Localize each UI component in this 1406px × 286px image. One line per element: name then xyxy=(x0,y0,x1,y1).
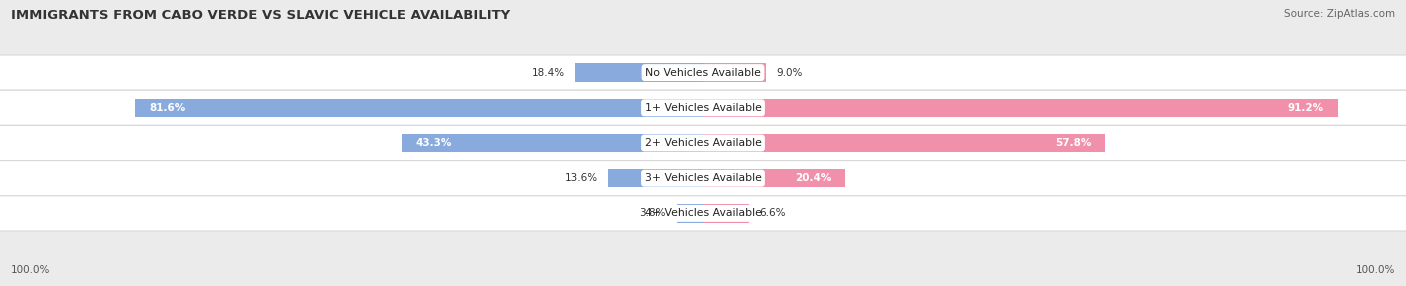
Text: 91.2%: 91.2% xyxy=(1288,103,1324,113)
Text: No Vehicles Available: No Vehicles Available xyxy=(645,67,761,78)
Bar xyxy=(575,63,703,82)
Text: 100.0%: 100.0% xyxy=(11,265,51,275)
Text: Source: ZipAtlas.com: Source: ZipAtlas.com xyxy=(1284,9,1395,19)
Bar xyxy=(703,134,1105,152)
Text: 3+ Vehicles Available: 3+ Vehicles Available xyxy=(644,173,762,183)
Bar xyxy=(703,99,1337,117)
Text: 20.4%: 20.4% xyxy=(794,173,831,183)
FancyBboxPatch shape xyxy=(0,55,1406,90)
Bar xyxy=(676,204,703,223)
Text: 100.0%: 100.0% xyxy=(1355,265,1395,275)
Text: 6.6%: 6.6% xyxy=(759,208,786,219)
Text: 3.8%: 3.8% xyxy=(640,208,666,219)
FancyBboxPatch shape xyxy=(0,125,1406,161)
Text: 57.8%: 57.8% xyxy=(1054,138,1091,148)
Text: 13.6%: 13.6% xyxy=(565,173,598,183)
Text: 4+ Vehicles Available: 4+ Vehicles Available xyxy=(644,208,762,219)
Text: 9.0%: 9.0% xyxy=(776,67,803,78)
Bar xyxy=(402,134,703,152)
FancyBboxPatch shape xyxy=(0,161,1406,196)
Bar xyxy=(609,169,703,187)
Bar xyxy=(135,99,703,117)
Text: 43.3%: 43.3% xyxy=(416,138,451,148)
Text: 18.4%: 18.4% xyxy=(531,67,564,78)
FancyBboxPatch shape xyxy=(0,196,1406,231)
Text: 81.6%: 81.6% xyxy=(149,103,186,113)
FancyBboxPatch shape xyxy=(0,90,1406,125)
Bar xyxy=(703,63,766,82)
Bar xyxy=(703,204,749,223)
Text: IMMIGRANTS FROM CABO VERDE VS SLAVIC VEHICLE AVAILABILITY: IMMIGRANTS FROM CABO VERDE VS SLAVIC VEH… xyxy=(11,9,510,21)
Text: 2+ Vehicles Available: 2+ Vehicles Available xyxy=(644,138,762,148)
Bar xyxy=(703,169,845,187)
Text: 1+ Vehicles Available: 1+ Vehicles Available xyxy=(644,103,762,113)
